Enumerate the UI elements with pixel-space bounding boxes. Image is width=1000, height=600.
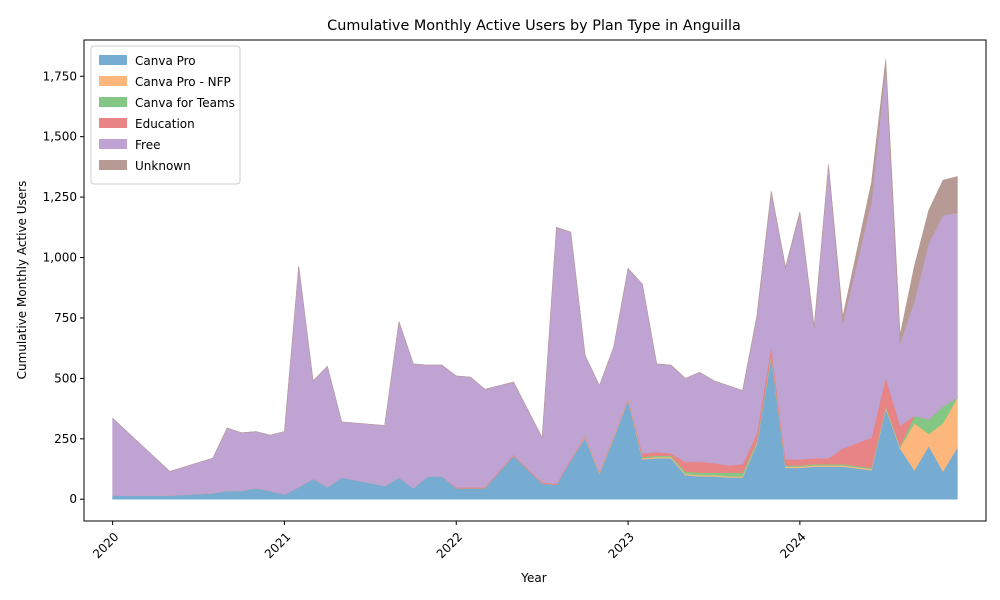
chart-title: Cumulative Monthly Active Users by Plan … (327, 18, 741, 34)
legend-label-3: Education (135, 117, 195, 131)
y-tick-label-0: 0 (69, 492, 77, 506)
y-tick-label-2: 500 (54, 371, 77, 385)
y-tick-label-7: 1,750 (43, 69, 77, 83)
legend-swatch-4 (99, 139, 127, 149)
legend-label-0: Canva Pro (135, 54, 196, 68)
legend-swatch-1 (99, 76, 127, 86)
legend-label-1: Canva Pro - NFP (135, 75, 231, 89)
legend-label-5: Unknown (135, 159, 191, 173)
y-tick-label-4: 1,000 (43, 251, 77, 265)
legend-frame (90, 45, 241, 185)
y-tick-label-6: 1,500 (43, 130, 77, 144)
legend-swatch-5 (99, 160, 127, 170)
area-series-5 (112, 59, 958, 472)
y-axis: 0 250 500 750 1,000 1,250 1,500 1,750 (43, 69, 84, 506)
legend-swatch-2 (99, 97, 127, 107)
y-tick-label-3: 750 (54, 311, 77, 325)
y-tick-label-1: 250 (54, 432, 77, 446)
legend: Canva Pro Canva Pro - NFP Canva for Teams E… (90, 45, 241, 185)
y-axis-title: Cumulative Monthly Active Users (15, 181, 29, 380)
legend-label-2: Canva for Teams (135, 96, 235, 110)
legend-swatch-3 (99, 118, 127, 128)
x-axis-title: Year (520, 571, 546, 585)
legend-label-4: Free (135, 138, 160, 152)
legend-swatch-0 (99, 55, 127, 65)
plot-frame (83, 39, 987, 522)
y-tick-label-5: 1,250 (43, 190, 77, 204)
area-layers (112, 59, 959, 500)
